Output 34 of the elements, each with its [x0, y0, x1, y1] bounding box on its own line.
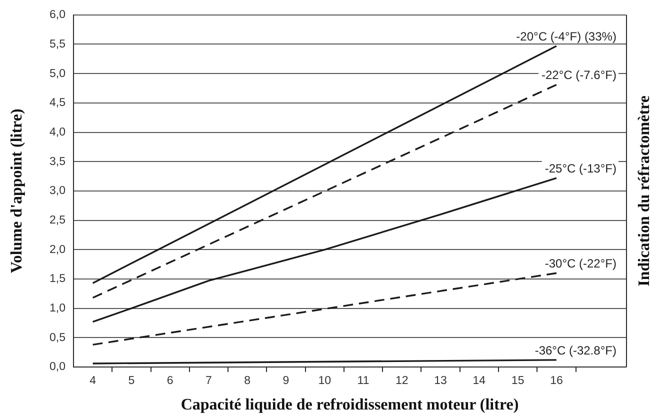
- y-tick-label: 3,0: [50, 185, 66, 198]
- series-label: -36°C (-32.8°F): [534, 343, 616, 358]
- y-tick-label: 3,5: [50, 156, 66, 168]
- series-label: -20°C (-4°F) (33%): [516, 29, 616, 44]
- series-label: -22°C (-7.6°F): [542, 68, 616, 82]
- y-tick-label: 5,0: [50, 68, 66, 80]
- y-tick-label: 1,5: [50, 273, 66, 286]
- y-tick-label: 0,0: [50, 361, 66, 374]
- y-axis-title: Volume d'appoint (litre): [8, 108, 26, 274]
- y2-axis-title: Indication du réfractomètre: [636, 96, 654, 286]
- x-tick-label: 7: [206, 375, 212, 388]
- x-tick-label: 15: [511, 375, 524, 388]
- x-tick-label: 9: [282, 375, 290, 388]
- x-tick-label: 14: [472, 375, 486, 388]
- y-tick-label: 1,0: [50, 302, 66, 314]
- x-tick-label: 10: [318, 375, 332, 388]
- series-label: -25°C (-13°F): [544, 161, 616, 176]
- y-tick-label: 2,0: [50, 244, 66, 256]
- series-label: -30°C (-22°F): [544, 256, 616, 270]
- x-tick-label: 13: [434, 375, 447, 388]
- x-tick-label: 12: [396, 375, 408, 388]
- y-tick-label: 0,5: [50, 332, 66, 344]
- y-tick-label: 5,5: [50, 38, 66, 50]
- x-tick-label: 4: [90, 375, 97, 388]
- x-tick-label: 6: [166, 375, 174, 388]
- y-tick-label: 6,0: [50, 9, 66, 22]
- y-tick-label: 4,0: [50, 126, 66, 138]
- y-tick-label: 2,5: [50, 214, 66, 226]
- x-tick-label: 8: [244, 375, 251, 388]
- x-tick-label: 16: [550, 375, 563, 388]
- x-tick-label: 11: [357, 375, 370, 388]
- x-tick-label: 5: [128, 375, 135, 388]
- y-tick-label: 4,5: [50, 97, 66, 110]
- x-axis-title: Capacité liquide de refroidissement moteur (litre): [180, 396, 519, 414]
